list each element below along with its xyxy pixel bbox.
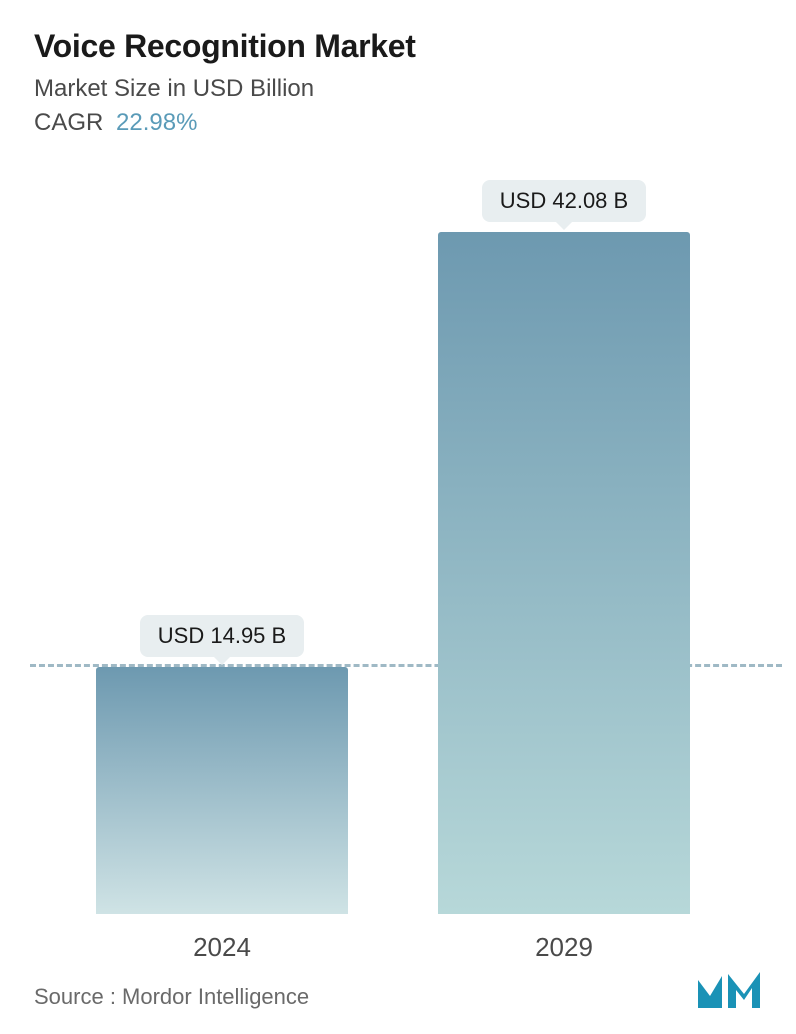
chart-subtitle: Market Size in USD Billion [34, 75, 762, 103]
cagr-row: CAGR 22.98% [34, 109, 762, 137]
logo-icon [696, 970, 762, 1010]
source-text: Source : Mordor Intelligence [34, 984, 309, 1010]
bar-group: USD 14.95 B [96, 615, 348, 914]
chart-plot-area: USD 14.95 B USD 42.08 B [0, 180, 796, 914]
value-badge: USD 14.95 B [140, 615, 304, 657]
x-axis-label: 2024 [193, 932, 251, 963]
cagr-value: 22.98% [116, 109, 197, 136]
cagr-label: CAGR [34, 109, 103, 136]
brand-logo [696, 970, 762, 1010]
value-badge: USD 42.08 B [482, 180, 646, 222]
header: Voice Recognition Market Market Size in … [0, 0, 796, 137]
bar-group: USD 42.08 B [438, 180, 690, 914]
chart-title: Voice Recognition Market [34, 28, 762, 65]
bar [438, 232, 690, 914]
footer: Source : Mordor Intelligence [34, 970, 762, 1010]
x-axis-label: 2029 [535, 932, 593, 963]
bar [96, 667, 348, 914]
